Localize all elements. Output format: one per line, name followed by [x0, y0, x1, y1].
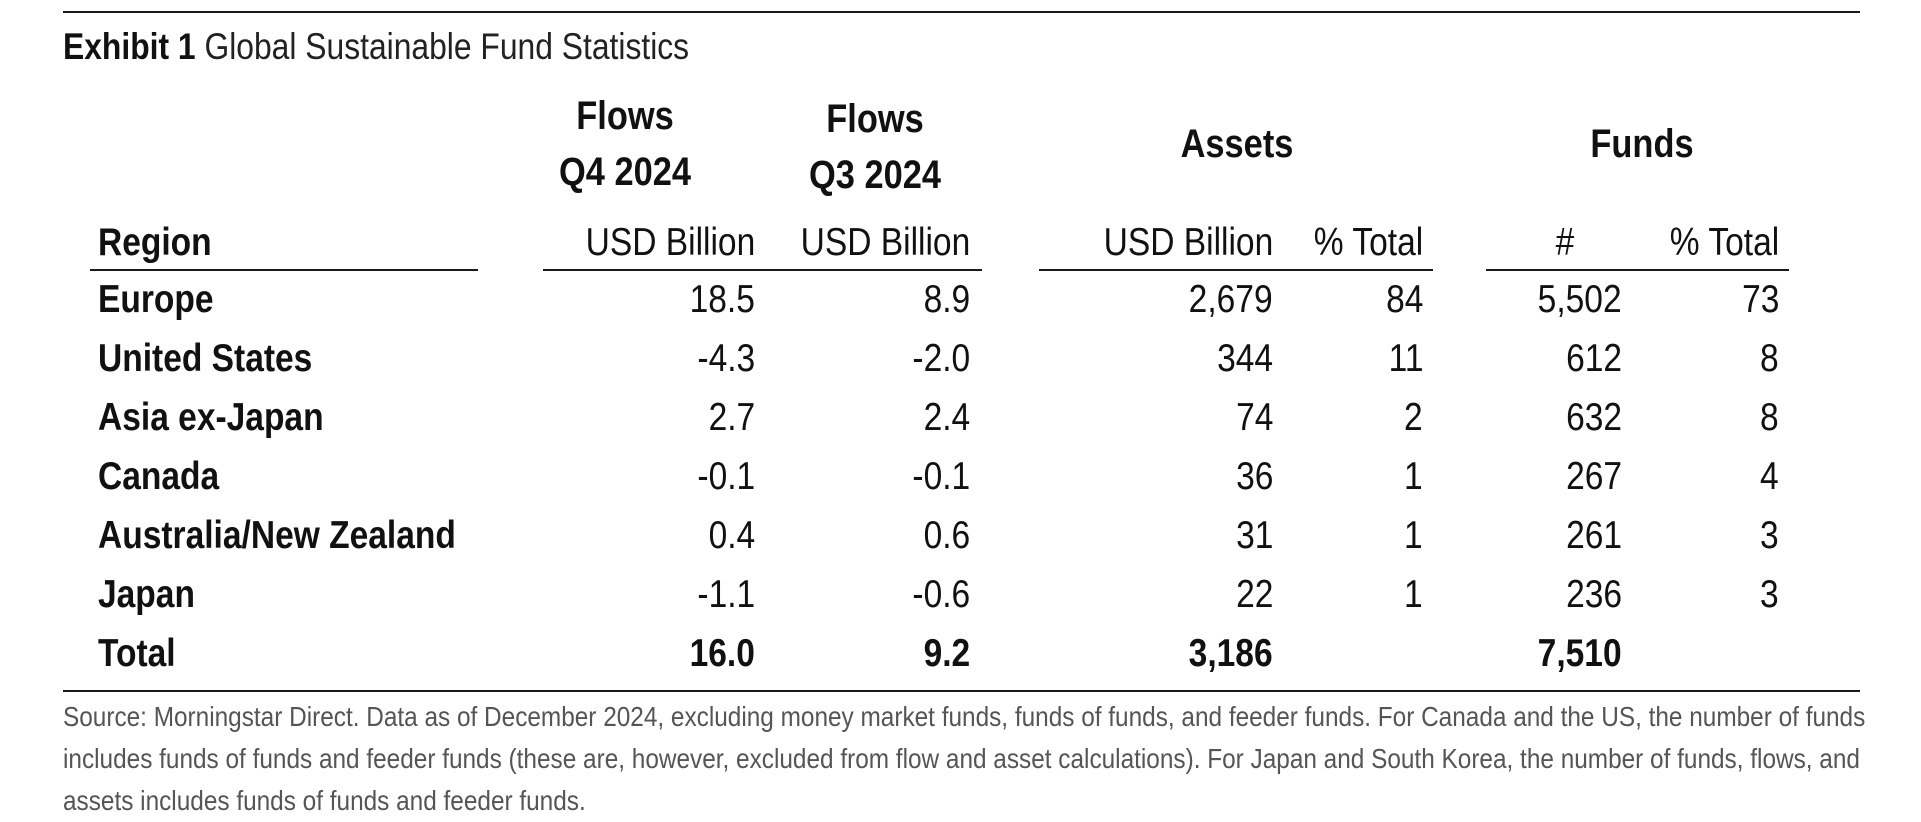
funds-cell: 261 [1566, 514, 1622, 557]
total-flows-q3: 9.2 [923, 632, 970, 675]
top-rule [63, 11, 1860, 13]
region-cell: Australia/New Zealand [98, 514, 456, 557]
region-cell: Canada [98, 455, 220, 498]
flows-q4-cell: -4.3 [697, 337, 755, 380]
funds-pct-cell: 73 [1741, 278, 1779, 321]
assets-cell: 22 [1235, 573, 1273, 616]
flows-q3-cell: -0.1 [912, 455, 970, 498]
funds-underline [1486, 269, 1789, 271]
total-label: Total [98, 632, 176, 675]
funds-cell: 236 [1566, 573, 1622, 616]
bottom-rule [63, 690, 1860, 692]
total-funds: 7,510 [1538, 632, 1622, 675]
region-header: Region [98, 221, 212, 264]
funds-pct-cell: 8 [1760, 396, 1779, 439]
funds-cell: 632 [1566, 396, 1622, 439]
assets-cell: 36 [1235, 455, 1273, 498]
source-note: Source: Morningstar Direct. Data as of D… [63, 701, 1866, 816]
flows-q4-cell: 2.7 [708, 396, 755, 439]
funds-cell: 5,502 [1538, 278, 1622, 321]
flows-q3-cell: 8.9 [923, 278, 970, 321]
funds-header: Funds [1590, 122, 1694, 166]
flows-q3-cell: 2.4 [923, 396, 970, 439]
exhibit-title: Exhibit 1 Global Sustainable Fund Statis… [63, 26, 689, 68]
flows-q4-header: Flows Q4 2024 [539, 88, 711, 200]
assets-cell: 74 [1235, 396, 1273, 439]
assets-cell: 344 [1217, 337, 1273, 380]
flows-q4-header-line2: Q4 2024 [559, 150, 691, 194]
region-cell: United States [98, 337, 313, 380]
flows-q3-header: Flows Q3 2024 [789, 91, 961, 203]
assets-pct-cell: 84 [1385, 278, 1423, 321]
assets-cell: 31 [1235, 514, 1273, 557]
funds-pct-header: % Total [1669, 221, 1779, 264]
total-flows-q4: 16.0 [689, 632, 755, 675]
flows-q3-header-line2: Q3 2024 [809, 153, 941, 197]
funds-pct-cell: 3 [1760, 514, 1779, 557]
assets-underline [1039, 269, 1433, 271]
funds-cell: 267 [1566, 455, 1622, 498]
funds-pct-cell: 4 [1760, 455, 1779, 498]
exhibit-label: Exhibit 1 [63, 26, 196, 67]
region-cell: Asia ex-Japan [98, 396, 324, 439]
assets-pct-cell: 2 [1404, 396, 1423, 439]
total-assets: 3,186 [1189, 632, 1273, 675]
assets-cell: 2,679 [1189, 278, 1273, 321]
funds-cell: 612 [1566, 337, 1622, 380]
flows-q4-cell: 0.4 [708, 514, 755, 557]
funds-pct-cell: 3 [1760, 573, 1779, 616]
region-cell: Japan [98, 573, 195, 616]
assets-pct-cell: 1 [1404, 455, 1423, 498]
exhibit-title-text: Global Sustainable Fund Statistics [204, 26, 690, 67]
flows-q4-unit: USD Billion [585, 221, 755, 264]
region-cell: Europe [98, 278, 214, 321]
flows-q4-cell: -0.1 [697, 455, 755, 498]
flows-q3-unit: USD Billion [800, 221, 970, 264]
assets-pct-cell: 1 [1404, 573, 1423, 616]
flows-q3-cell: 0.6 [923, 514, 970, 557]
flows-q3-cell: -2.0 [912, 337, 970, 380]
assets-pct-header: % Total [1313, 221, 1423, 264]
region-underline [90, 269, 478, 271]
funds-pct-cell: 8 [1760, 337, 1779, 380]
assets-pct-cell: 11 [1388, 337, 1423, 380]
flows-q4-cell: 18.5 [689, 278, 755, 321]
flows-q3-header-line1: Flows [826, 97, 924, 141]
assets-unit: USD Billion [1103, 221, 1273, 264]
assets-header: Assets [1180, 122, 1294, 166]
assets-pct-cell: 1 [1404, 514, 1423, 557]
flows-q4-header-line1: Flows [576, 94, 674, 138]
flows-q4-cell: -1.1 [697, 573, 755, 616]
flows-q3-cell: -0.6 [912, 573, 970, 616]
flows-underline [543, 269, 982, 271]
funds-count-header: # [1555, 221, 1575, 264]
